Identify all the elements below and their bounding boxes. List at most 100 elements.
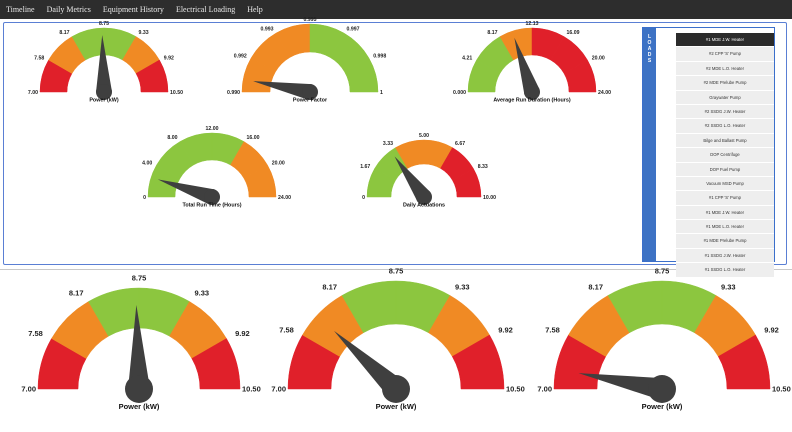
top-1-tick-label: 7.58	[34, 55, 44, 61]
top-1-needle-hub	[96, 84, 112, 100]
top-1-tick-label: 9.33	[139, 30, 149, 36]
top-4-tick-label: 8.00	[167, 135, 177, 141]
load-item[interactable]: #1 MDE J.W. Heater	[676, 205, 774, 221]
bottom-3-tick-label: 7.00	[537, 385, 552, 394]
bottom-2-tick-label: 7.00	[271, 385, 286, 394]
bottom-3-tick-label: 9.33	[721, 282, 736, 291]
bottom-2-tick-label: 8.75	[389, 267, 404, 276]
top-3-tick-label: 4.21	[462, 55, 472, 61]
section-divider	[0, 269, 792, 270]
top-1-band	[135, 59, 169, 93]
nav-equipment-history[interactable]: Equipment History	[102, 5, 164, 14]
load-item-selected[interactable]: #1 MDE J.W. Heater	[676, 33, 774, 48]
top-2-tick-label: 0.995	[304, 17, 317, 23]
bottom-1-needle-hub	[125, 375, 153, 403]
top-3-needle	[514, 37, 540, 95]
top-5-tick-label: 6.67	[455, 141, 465, 147]
top-nav-bar: Timeline Daily Metrics Equipment History…	[0, 0, 792, 19]
top-3-tick-label: 20.00	[592, 55, 605, 61]
bottom-3-tick-label: 7.58	[545, 326, 560, 335]
bottom-2-title: Power (kW)	[376, 402, 417, 411]
top-5-gauge: 0 1.67 3.33 5.00 6.67 8.33 10.00 Daily Actuatio…	[360, 133, 496, 209]
loads-tab-letter: O	[647, 40, 652, 46]
bottom-1-tick-label: 10.50	[242, 385, 261, 394]
top-1-tick-label: 10.50	[170, 90, 183, 96]
load-item[interactable]: Bilge and Ballast Pump	[676, 133, 774, 149]
bottom-2-tick-label: 7.58	[279, 326, 294, 335]
load-item[interactable]: #2 SSDG J.W. Heater	[676, 104, 774, 120]
top-5-tick-label: 5.00	[419, 133, 429, 139]
bottom-1-tick-label: 9.33	[195, 288, 210, 297]
loads-tab-letter: D	[647, 52, 652, 58]
load-item[interactable]: #2 CPP 'S' Pump	[676, 47, 774, 62]
top-3-band	[563, 59, 597, 93]
top-4-tick-label: 20.00	[272, 160, 285, 166]
nav-timeline[interactable]: Timeline	[6, 5, 35, 14]
top-2-band	[344, 57, 379, 93]
bottom-1-needle	[128, 305, 150, 390]
top-4-needle	[157, 179, 215, 205]
top-5-tick-label: 8.33	[478, 164, 488, 170]
bottom-2-tick-label: 8.17	[322, 282, 337, 291]
load-item[interactable]: #1 CPP 'S' Pump	[676, 191, 774, 206]
top-4-needle-hub	[204, 189, 220, 205]
load-item[interactable]: #1 MDE Prelube Pump	[676, 234, 774, 249]
loads-list: #1 MDE J.W. Heater #2 CPP 'S' Pump #2 MD…	[676, 33, 774, 278]
top-3-tick-label: 12.13	[526, 21, 539, 27]
nav-help[interactable]: Help	[247, 5, 263, 14]
top-4-title: Total Run Time (Hours)	[182, 202, 241, 208]
nav-daily-metrics[interactable]: Daily Metrics	[46, 5, 91, 14]
top-5-tick-label: 3.33	[383, 141, 393, 147]
top-5-tick-label: 0	[362, 195, 365, 201]
nav-electrical-loading[interactable]: Electrical Loading	[175, 5, 236, 14]
top-3-title: Average Run Duration (Hours)	[493, 97, 571, 103]
top-5-title: Daily Actuations	[403, 202, 445, 208]
bottom-3-needle	[578, 373, 665, 400]
top-5-needle-hub	[416, 189, 432, 205]
bottom-2-tick-label: 9.92	[498, 326, 513, 335]
top-2-tick-label: 0.992	[234, 53, 247, 59]
top-1-needle	[96, 35, 112, 93]
top-1-tick-label: 8.75	[99, 21, 109, 27]
load-item[interactable]: Vacuum MSD Pump	[676, 176, 774, 192]
top-1-tick-label: 7.00	[28, 90, 38, 96]
top-2-tick-label: 0.993	[261, 27, 274, 33]
top-4-tick-label: 16.00	[247, 135, 260, 141]
bottom-1-tick-label: 7.00	[21, 385, 36, 394]
loads-panel: L O A D S #1 MDE J.W. Heater #2 CPP 'S' …	[642, 27, 775, 278]
top-2-needle-hub	[302, 84, 318, 100]
load-item[interactable]: Graywater Pump	[676, 90, 774, 105]
bottom-2-band	[451, 334, 505, 390]
bottom-2-tick-label: 9.33	[455, 282, 470, 291]
bottom-3-tick-label: 8.17	[588, 282, 603, 291]
bottom-2-tick-label: 10.50	[506, 385, 525, 394]
top-3-gauge: 0.000 4.21 8.17 12.13 16.09 20.00 24.00 Average…	[453, 21, 611, 104]
bottom-3-gauge: 7.00 7.58 8.17 8.75 9.33 9.92 10.50 Power (kW)	[537, 267, 790, 411]
bottom-3-tick-label: 9.92	[764, 326, 779, 335]
load-item[interactable]: #1 MDE L.O. Heater	[676, 220, 774, 235]
bottom-3-needle-hub	[648, 375, 676, 403]
bottom-3-title: Power (kW)	[642, 402, 683, 411]
load-item[interactable]: #2 MDE Prelube Pump	[676, 76, 774, 91]
top-2-needle	[253, 81, 312, 100]
bottom-1-tick-label: 8.17	[69, 288, 84, 297]
loads-tab-letter: A	[647, 46, 652, 52]
top-4-tick-label: 0	[143, 195, 146, 201]
load-item[interactable]: DOP Centrifuge	[676, 148, 774, 163]
bottom-3-tick-label: 8.75	[655, 267, 670, 276]
top-3-tick-label: 8.17	[487, 30, 497, 36]
bottom-1-title: Power (kW)	[119, 402, 160, 411]
top-2-gauge: 0.990 0.992 0.993 0.995 0.997 0.998 1 Power Fac…	[227, 17, 386, 104]
top-1-title: Power (kW)	[89, 97, 119, 103]
load-item[interactable]: #2 SSDG L.O. Heater	[676, 119, 774, 134]
load-item[interactable]: #2 MDE L.O. Heater	[676, 61, 774, 77]
load-item[interactable]: #1 SSDG J.W. Heater	[676, 248, 774, 264]
bottom-1-tick-label: 9.92	[235, 329, 250, 338]
top-4-tick-label: 24.00	[278, 195, 291, 201]
loads-tab-letter: L	[647, 34, 652, 40]
load-item[interactable]: #1 SSDG L.O. Heater	[676, 263, 774, 278]
top-4-tick-label: 12.00	[206, 126, 219, 132]
top-gauges-panel	[3, 22, 787, 265]
load-item[interactable]: DOP Fuel Pump	[676, 162, 774, 177]
loads-tab[interactable]: L O A D S	[643, 28, 656, 261]
